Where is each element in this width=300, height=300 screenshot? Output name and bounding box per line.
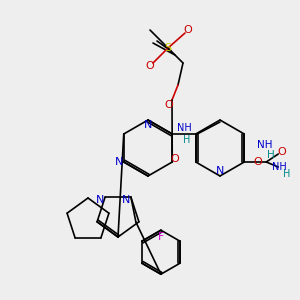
Text: H: H <box>267 150 275 160</box>
Text: N: N <box>144 120 152 130</box>
Text: O: O <box>171 154 180 164</box>
Text: O: O <box>165 100 173 110</box>
Text: O: O <box>146 61 154 71</box>
Text: S: S <box>164 43 172 53</box>
Text: NH: NH <box>272 162 286 172</box>
Text: N: N <box>96 195 104 205</box>
Text: H: H <box>283 169 290 179</box>
Text: O: O <box>184 25 192 35</box>
Text: N: N <box>115 157 123 167</box>
Text: N: N <box>216 166 224 176</box>
Text: NH: NH <box>257 140 273 150</box>
Text: O: O <box>254 157 262 167</box>
Text: O: O <box>278 147 286 157</box>
Text: NH: NH <box>177 123 192 133</box>
Text: N: N <box>122 195 130 205</box>
Text: H: H <box>183 135 190 145</box>
Text: F: F <box>158 232 164 242</box>
